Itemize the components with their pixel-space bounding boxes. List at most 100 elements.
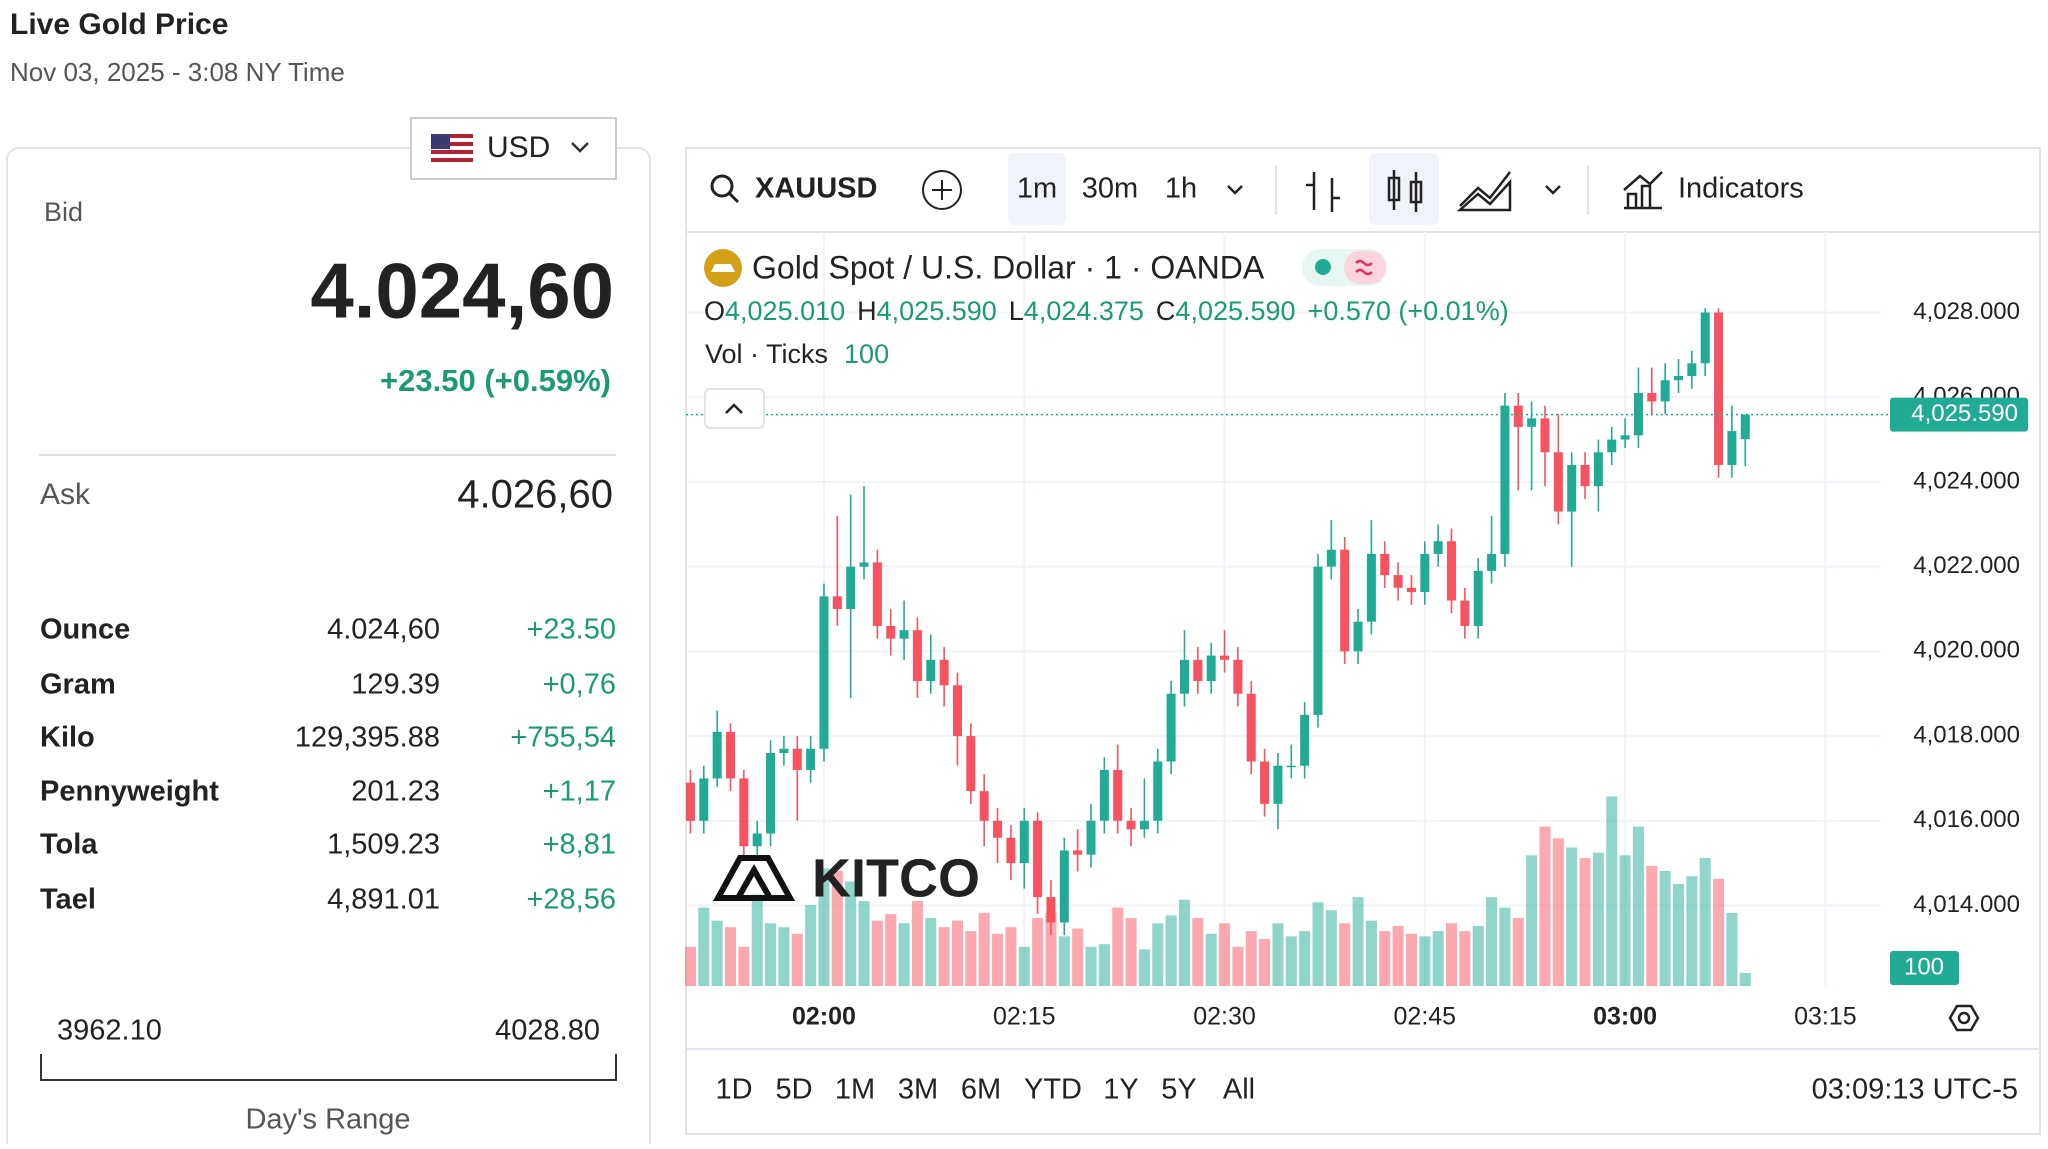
- candle-body: [699, 778, 709, 821]
- candle-body: [886, 625, 896, 639]
- candle-body: [1620, 435, 1630, 440]
- interval-active: [1008, 153, 1066, 225]
- volume-bar: [1219, 923, 1231, 986]
- candle-body: [1313, 566, 1323, 715]
- candles-icon: [1387, 176, 1401, 202]
- range-button[interactable]: 1D: [715, 1074, 752, 1106]
- unit-name: Kilo: [40, 722, 95, 754]
- x-tick-label: 03:15: [1794, 1003, 1857, 1031]
- volume-bar: [1713, 878, 1725, 986]
- unit-change: +28,56: [526, 884, 616, 916]
- range-button[interactable]: 6M: [961, 1074, 1001, 1106]
- volume-bar: [1686, 876, 1698, 986]
- bid-price: 4.024,60: [310, 247, 614, 335]
- indicators-button[interactable]: Indicators: [1678, 173, 1804, 205]
- candle-body: [926, 659, 936, 682]
- candle-body: [819, 596, 829, 749]
- candle-body: [739, 778, 749, 847]
- candle-body: [1727, 431, 1737, 465]
- volume-bar: [1579, 857, 1591, 986]
- candle-body: [1500, 405, 1510, 554]
- candle-body: [1393, 575, 1403, 588]
- currency-label: USD: [487, 131, 550, 164]
- volume-bar: [1499, 907, 1511, 986]
- volume-bar: [1566, 847, 1578, 986]
- range-button[interactable]: 1M: [835, 1074, 875, 1106]
- plus-icon: [932, 180, 952, 200]
- volume-bar: [858, 901, 870, 986]
- volume-bar: [1486, 897, 1498, 986]
- unit-price: 4.024,60: [327, 614, 440, 646]
- volume-bar: [1005, 927, 1017, 986]
- unit-name: Ounce: [40, 614, 130, 646]
- y-tick-label: 4,018.000: [1913, 721, 2020, 748]
- range-bracket: [40, 1054, 617, 1081]
- volume-bar: [791, 933, 803, 986]
- currency-select[interactable]: USD: [410, 117, 617, 180]
- status-delay: [1344, 251, 1386, 284]
- bars-icon[interactable]: [1306, 172, 1340, 212]
- interval[interactable]: 30m: [1082, 173, 1138, 205]
- candle-body: [766, 753, 776, 834]
- candle-body: [1406, 587, 1416, 593]
- plot: 4,014.000 4,016.000 4,018.000 4,020.000 4,02…: [684, 232, 2028, 1031]
- candle-body: [1633, 392, 1643, 436]
- volume-bar: [1606, 796, 1618, 986]
- interval-menu[interactable]: [1227, 185, 1243, 195]
- x-tick-label: 02:45: [1394, 1003, 1457, 1031]
- x-tick-label: 02:00: [792, 1003, 856, 1031]
- volume-bar: [1392, 925, 1404, 986]
- y-tick-label: 4,022.000: [1913, 552, 2020, 579]
- range-button[interactable]: 5Y: [1161, 1074, 1196, 1106]
- range-button[interactable]: All: [1223, 1074, 1255, 1106]
- volume-bar: [1646, 865, 1658, 986]
- volume-bar: [1632, 826, 1644, 986]
- candle-body: [1673, 376, 1683, 381]
- unit-price: 201.23: [351, 776, 440, 808]
- volume-bar: [1539, 826, 1551, 986]
- area-icon[interactable]: [1456, 171, 1512, 212]
- candle-body: [1206, 655, 1216, 682]
- volume-bar: [1312, 902, 1324, 986]
- volume-bar: [871, 920, 883, 986]
- chart-type-active[interactable]: [1369, 153, 1439, 225]
- volume-key: Vol · Ticks: [705, 339, 828, 369]
- compare-button[interactable]: [922, 170, 962, 210]
- settings-button[interactable]: [1948, 1004, 1980, 1032]
- interval[interactable]: 1h: [1165, 173, 1197, 205]
- watermark-text: KITCO: [812, 848, 980, 908]
- unit-price: 4,891.01: [327, 884, 440, 916]
- interval[interactable]: 1m: [1017, 173, 1057, 205]
- volume-bar: [1152, 923, 1164, 986]
- range-button[interactable]: 3M: [898, 1074, 938, 1106]
- unit-name: Pennyweight: [40, 776, 219, 808]
- candles-icon: [1392, 170, 1418, 212]
- candle-body: [1687, 363, 1697, 377]
- symbol-search[interactable]: XAUUSD: [710, 173, 877, 205]
- candle-body: [1353, 621, 1363, 652]
- volume-bar: [1432, 931, 1444, 986]
- range-button[interactable]: 5D: [775, 1074, 812, 1106]
- volume-bar: [1672, 884, 1684, 986]
- volume-bar: [1459, 931, 1471, 986]
- delay-icon: [1355, 259, 1373, 276]
- range-button[interactable]: YTD: [1024, 1074, 1082, 1106]
- range-button[interactable]: 1Y: [1103, 1074, 1138, 1106]
- ask-label: Ask: [40, 478, 91, 511]
- volume-label: 100: [1904, 953, 1944, 980]
- unit-name: Tael: [40, 884, 96, 916]
- unit-price: 1,509.23: [327, 829, 440, 861]
- bid-label: Bid: [44, 197, 83, 227]
- volume-value: 100: [844, 339, 889, 369]
- candle-body: [1340, 549, 1350, 652]
- x-tick-label: 02:30: [1193, 1003, 1256, 1031]
- indicators-icon[interactable]: [1623, 171, 1663, 210]
- chart-type-menu[interactable]: [1545, 185, 1561, 195]
- candle-body: [912, 630, 922, 682]
- candle-body: [1246, 693, 1256, 762]
- candle-body: [685, 782, 695, 821]
- volume-bar: [1125, 918, 1137, 986]
- collapse-button[interactable]: [704, 388, 765, 429]
- ohlc-value: 4,025.010: [725, 296, 845, 326]
